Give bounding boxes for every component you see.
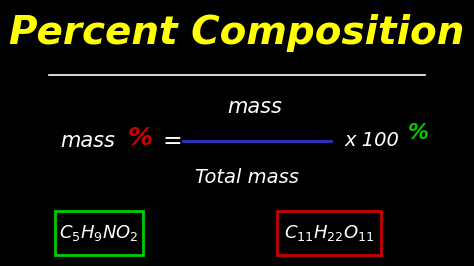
Text: =: = <box>162 129 182 153</box>
Text: x 100: x 100 <box>344 131 399 150</box>
Text: mass: mass <box>227 97 282 117</box>
Text: $C_{11}H_{22}O_{11}$: $C_{11}H_{22}O_{11}$ <box>284 223 374 243</box>
Text: %: % <box>128 126 153 150</box>
Text: mass: mass <box>61 131 116 151</box>
Text: %: % <box>408 123 428 143</box>
Text: $C_5H_9NO_2$: $C_5H_9NO_2$ <box>59 223 139 243</box>
Text: Percent Composition: Percent Composition <box>9 14 465 52</box>
Text: Total mass: Total mass <box>195 168 299 187</box>
